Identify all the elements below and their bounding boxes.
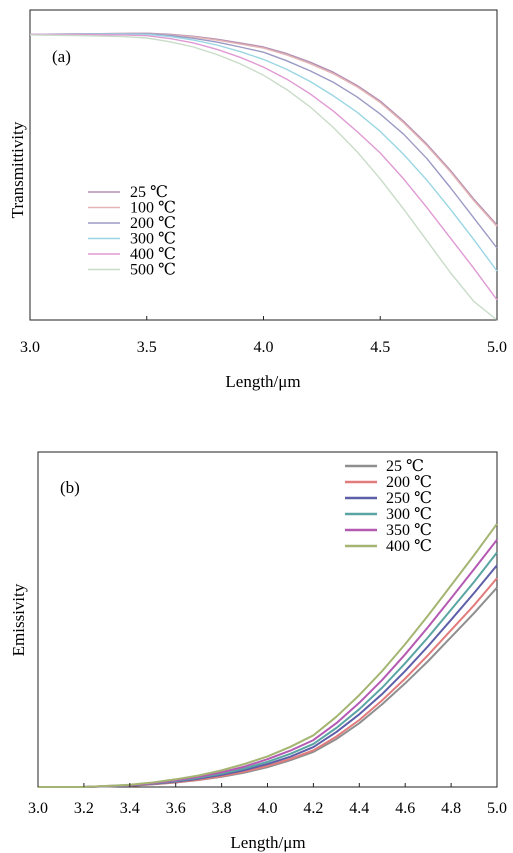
- x-tick-label: 5.0: [487, 339, 507, 356]
- panel-a-x-axis-label: Length/μm: [225, 372, 300, 391]
- x-tick-label: 4.5: [370, 339, 390, 356]
- legend-label: 300 ℃: [386, 506, 432, 523]
- x-tick-label: 5.0: [487, 800, 507, 817]
- legend-label: 300 ℃: [130, 231, 176, 248]
- legend-label: 400 ℃: [386, 538, 432, 555]
- series-line-3: [38, 564, 498, 788]
- x-tick-label: 4.6: [395, 800, 415, 817]
- series-line-5: [29, 33, 498, 301]
- series-line-4: [30, 33, 498, 272]
- legend-label: 100 ℃: [130, 200, 176, 217]
- series-line-5: [38, 539, 498, 788]
- legend-label: 25 ℃: [130, 184, 168, 201]
- x-tick-label: 4.0: [254, 339, 274, 356]
- series-line-3: [29, 33, 498, 249]
- x-tick-label: 3.8: [212, 800, 232, 817]
- x-tick-label: 3.2: [74, 800, 94, 817]
- panel-a-transmittivity: 3.0 3.5 4.0 4.5 5.0 (a) Length/μm Transmitti…: [8, 9, 507, 391]
- legend-label: 200 ℃: [386, 474, 432, 491]
- panel-b-label: (b): [60, 478, 80, 497]
- x-tick-label: 4.2: [303, 800, 323, 817]
- legend-label: 350 ℃: [386, 522, 432, 539]
- panel-a-y-axis-label: Transmittivity: [8, 121, 27, 218]
- x-tick-label: 3.6: [166, 800, 186, 817]
- legend-label: 500 ℃: [130, 262, 176, 279]
- series-line-2: [29, 32, 498, 227]
- x-tick-label: 3.5: [137, 339, 157, 356]
- panel-a-plot-frame: [29, 9, 498, 321]
- x-tick-label: 3.4: [120, 800, 140, 817]
- legend-label: 25 ℃: [386, 458, 424, 475]
- series-line-6: [38, 523, 498, 788]
- x-tick-label: 4.4: [349, 800, 369, 817]
- series-line-6: [29, 34, 498, 321]
- panel-b-emissivity: 3.0 3.2 3.4 3.6 3.8 4.0 4.2 4.4 4.6 4.8 5.0 (b) Le…: [9, 451, 507, 852]
- series-line-4: [38, 551, 498, 788]
- legend-label: 250 ℃: [386, 490, 432, 507]
- panel-b-y-axis-label: Emissivity: [9, 583, 28, 656]
- x-tick-label: 4.8: [441, 800, 461, 817]
- panel-b-x-axis-label: Length/μm: [230, 833, 305, 852]
- x-tick-label: 3.0: [28, 800, 48, 817]
- legend-label: 400 ℃: [130, 246, 176, 263]
- panel-a-label: (a): [52, 47, 71, 66]
- series-line-1: [29, 32, 498, 226]
- x-tick-label: 3.0: [20, 339, 40, 356]
- legend-label: 200 ℃: [130, 215, 176, 232]
- x-tick-label: 4.0: [258, 800, 278, 817]
